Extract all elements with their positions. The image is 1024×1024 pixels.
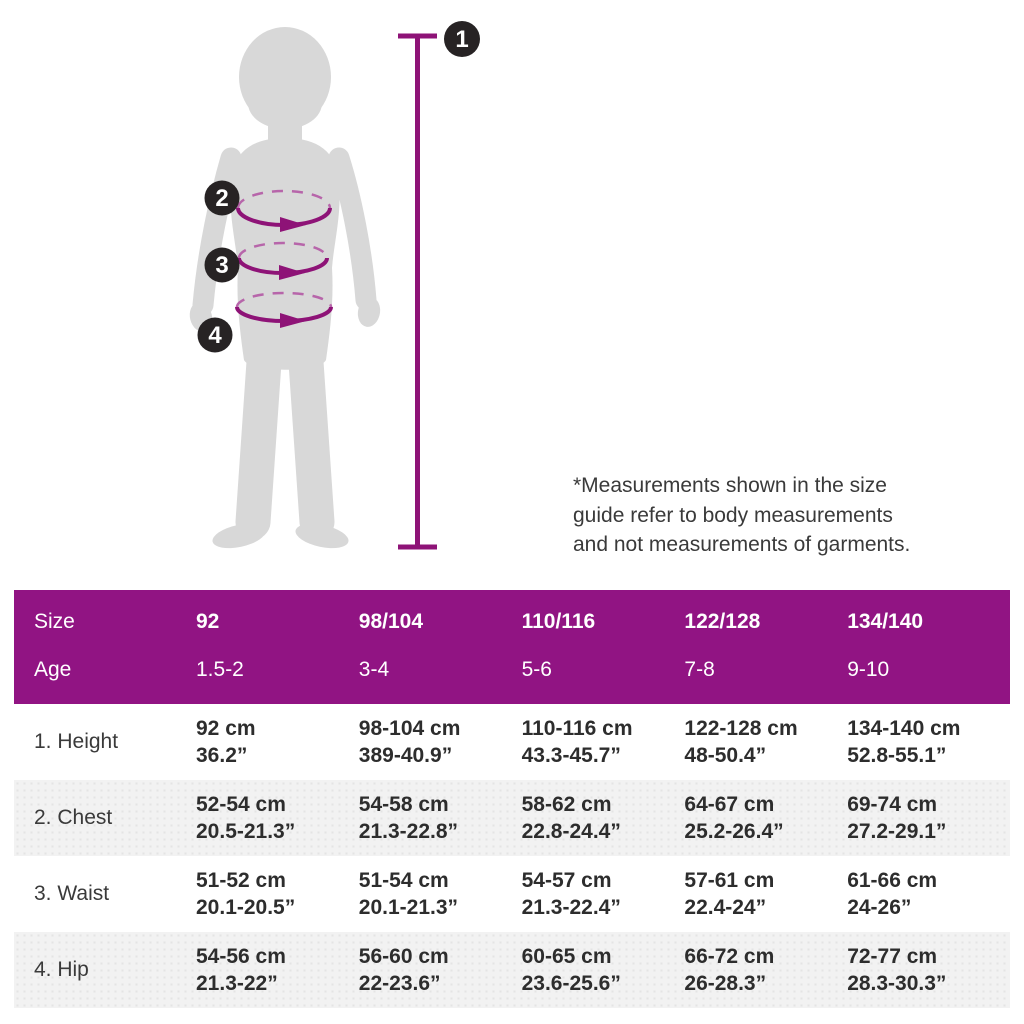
age-header-row: Age 1.5-2 3-4 5-6 7-8 9-10 [14, 646, 1010, 694]
silhouette-right-arm [328, 147, 377, 311]
waist-arrow [279, 265, 305, 280]
size-guide-table: Size 92 98/104 110/116 122/128 134/140 A… [14, 590, 1010, 1008]
height-measure-line [398, 33, 437, 550]
disclaimer-line-1: *Measurements shown in the size [573, 474, 887, 497]
size-col-2: 98/104 [358, 610, 424, 633]
silhouette-right-hand [357, 297, 381, 327]
waist-cell-1: 51-52 cm 20.1-20.5” [196, 869, 296, 919]
row-label-hip: 4. Hip [34, 958, 89, 981]
waist-cell-4: 57-61 cm 22.4-24” [684, 869, 775, 919]
silhouette-left-foot [212, 523, 266, 549]
row-label-waist: 3. Waist [34, 882, 110, 905]
table-row-chest: 2. Chest 52-54 cm 20.5-21.3” 54-58 cm 21… [14, 780, 1010, 856]
size-col-4: 122/128 [684, 610, 761, 633]
hip-cell-2: 56-60 cm 22-23.6” [358, 945, 449, 995]
silhouette-left-leg [235, 344, 282, 540]
size-col-1: 92 [196, 610, 220, 633]
chest-measure-ellipse [236, 189, 332, 232]
waist-cell-2: 51-54 cm 20.1-21.3” [358, 869, 459, 919]
age-header-label: Age [34, 658, 72, 681]
disclaimer-line-2: guide refer to body measurements [573, 503, 893, 527]
child-silhouette [189, 27, 381, 549]
measurement-disclaimer: *Measurements shown in the size guide re… [573, 471, 910, 560]
silhouette-torso [230, 138, 340, 370]
height-cell-3: 110-116 cm 43.3-45.7” [521, 717, 633, 767]
hip-arrow [280, 313, 306, 328]
silhouette-left-arm [192, 147, 242, 316]
chest-cell-3: 58-62 cm 22.8-24.4” [521, 793, 621, 843]
marker-number-4: 4 [208, 322, 222, 349]
marker-badge-2: 2 [204, 180, 240, 216]
size-header-label: Size [34, 610, 75, 633]
silhouette-cheeks [248, 77, 322, 129]
size-col-3: 110/116 [521, 610, 596, 633]
waist-cell-3: 54-57 cm 21.3-22.4” [521, 869, 621, 919]
age-col-5: 9-10 [847, 658, 890, 681]
hip-measure-ellipse [235, 291, 333, 328]
height-cell-2: 98-104 cm 389-40.9” [358, 717, 461, 767]
chest-cell-1: 52-54 cm 20.5-21.3” [196, 793, 296, 843]
chest-cell-2: 54-58 cm 21.3-22.8” [358, 793, 459, 843]
silhouette-right-foot [295, 523, 349, 549]
age-col-3: 5-6 [521, 658, 552, 681]
hip-cell-1: 54-56 cm 21.3-22” [196, 945, 286, 995]
table-row-waist: 3. Waist 51-52 cm 20.1-20.5” 51-54 cm 20… [14, 856, 1010, 932]
marker-number-1: 1 [455, 26, 468, 53]
chest-cell-5: 69-74 cm 27.2-29.1” [847, 793, 947, 843]
age-col-1: 1.5-2 [196, 658, 244, 681]
row-label-height: 1. Height [34, 730, 119, 753]
marker-number-2: 2 [215, 185, 228, 212]
height-cell-4: 122-128 cm 48-50.4” [684, 717, 798, 767]
size-header-row: Size 92 98/104 110/116 122/128 134/140 [14, 598, 1010, 646]
waist-measure-ellipse [237, 241, 329, 280]
waist-cell-5: 61-66 cm 24-26” [847, 869, 938, 919]
marker-number-3: 3 [215, 252, 228, 279]
row-label-chest: 2. Chest [34, 806, 113, 829]
size-guide-illustration: 1 2 3 4 [189, 21, 480, 550]
disclaimer-line-3: and not measurements of garments. [573, 533, 911, 556]
marker-badge-3: 3 [204, 247, 240, 283]
chest-arrow [280, 217, 306, 232]
age-col-2: 3-4 [358, 658, 390, 681]
height-cell-5: 134-140 cm 52.8-55.1” [847, 717, 961, 767]
size-col-5: 134/140 [847, 610, 924, 633]
chest-cell-4: 64-67 cm 25.2-26.4” [684, 793, 784, 843]
marker-badge-4: 4 [197, 317, 233, 353]
hip-cell-3: 60-65 cm 23.6-25.6” [521, 945, 621, 995]
hip-cell-4: 66-72 cm 26-28.3” [684, 945, 775, 995]
age-col-4: 7-8 [684, 658, 715, 681]
table-header: Size 92 98/104 110/116 122/128 134/140 A… [14, 590, 1010, 704]
table-row-hip: 4. Hip 54-56 cm 21.3-22” 56-60 cm 22-23.… [14, 932, 1010, 1008]
hip-cell-5: 72-77 cm 28.3-30.3” [847, 945, 947, 995]
marker-badge-1: 1 [444, 21, 480, 57]
table-row-height: 1. Height 92 cm 36.2” 98-104 cm 389-40.9… [14, 704, 1010, 780]
height-cell-1: 92 cm 36.2” [196, 717, 256, 767]
silhouette-right-leg [288, 344, 335, 540]
